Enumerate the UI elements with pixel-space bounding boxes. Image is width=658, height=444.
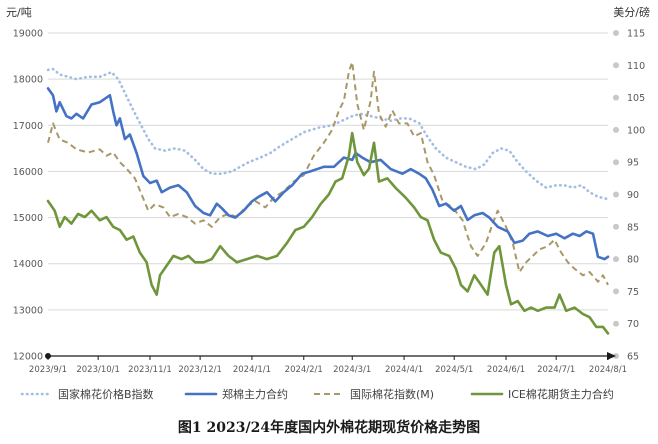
y-right-tick-marker [613, 94, 619, 101]
right-y-axis-ticks: 65 70 75 80 85 90 95 100 105 110 115 [613, 29, 645, 363]
series-line [47, 61, 609, 286]
y-right-tick-label: 75 [627, 287, 639, 298]
y-right-tick-marker [613, 126, 619, 133]
legend-label: 郑棉主力合约 [222, 387, 288, 401]
y-left-tick-label: 19000 [13, 29, 43, 40]
x-axis: 2023/9/1 2023/10/1 2023/11/1 2023/12/1 2024/… [29, 352, 627, 375]
x-tick-label: 2023/9/1 [29, 365, 67, 375]
y-right-tick-label: 80 [627, 255, 639, 266]
x-tick-label: 2023/12/1 [178, 365, 222, 375]
y-right-tick-label: 110 [627, 61, 645, 72]
x-tick-label: 2023/11/1 [128, 365, 172, 375]
y-right-tick-label: 90 [627, 190, 639, 201]
y-right-tick-label: 65 [627, 352, 639, 363]
y-left-tick-label: 14000 [13, 259, 43, 270]
y-right-tick-marker [613, 223, 619, 230]
x-tick-label: 2024/7/1 [537, 365, 575, 375]
x-tick-label: 2024/3/1 [333, 365, 371, 375]
y-left-tick-label: 17000 [13, 121, 43, 132]
series-lines [46, 61, 610, 335]
x-tick-label: 2024/8/1 [589, 365, 627, 375]
y-right-tick-label: 70 [627, 319, 639, 330]
legend: 国家棉花价格B指数 郑棉主力合约 国际棉花指数(M) ICE棉花期货主力合约 [20, 387, 614, 401]
y-right-tick-marker [613, 256, 619, 263]
x-tick-label: 2024/2/1 [285, 365, 323, 375]
y-right-tick-label: 115 [627, 29, 645, 40]
left-y-axis-ticks: 12000 13000 14000 15000 16000 17000 18000 19000 [13, 29, 43, 363]
y-right-tick-label: 85 [627, 222, 639, 233]
x-axis-arrow [607, 352, 616, 360]
y-right-tick-marker [613, 191, 619, 198]
y-right-tick-marker [613, 62, 619, 69]
y-right-tick-marker [613, 159, 619, 166]
y-left-tick-label: 18000 [13, 75, 43, 86]
legend-label: ICE棉花期货主力合约 [508, 387, 614, 401]
x-tick-label: 2024/6/1 [487, 365, 525, 375]
y-left-tick-label: 15000 [13, 213, 43, 224]
y-left-tick-label: 12000 [13, 352, 43, 363]
series-line [46, 131, 610, 335]
x-tick-label: 2024/5/1 [435, 365, 473, 375]
series-line [46, 87, 610, 261]
y-left-tick-label: 16000 [13, 167, 43, 178]
legend-label: 国家棉花价格B指数 [58, 387, 154, 401]
x-tick-label: 2024/1/1 [233, 365, 271, 375]
x-tick-label: 2024/4/1 [385, 365, 423, 375]
y-right-tick-label: 105 [627, 93, 645, 104]
x-tick-label: 2023/10/1 [76, 365, 120, 375]
chart-title: 图1 2023/24年度国内外棉花期现货价格走势图 [178, 419, 480, 436]
right-axis-unit: 美分/磅 [613, 5, 650, 19]
y-right-tick-label: 100 [627, 125, 645, 136]
legend-label: 国际棉花指数(M) [350, 387, 434, 401]
y-left-tick-label: 13000 [13, 305, 43, 316]
y-right-tick-marker [613, 288, 619, 295]
y-right-tick-label: 95 [627, 158, 639, 169]
y-right-tick-marker [613, 30, 619, 36]
left-axis-unit: 元/吨 [6, 6, 32, 19]
y-right-tick-marker [613, 320, 619, 327]
